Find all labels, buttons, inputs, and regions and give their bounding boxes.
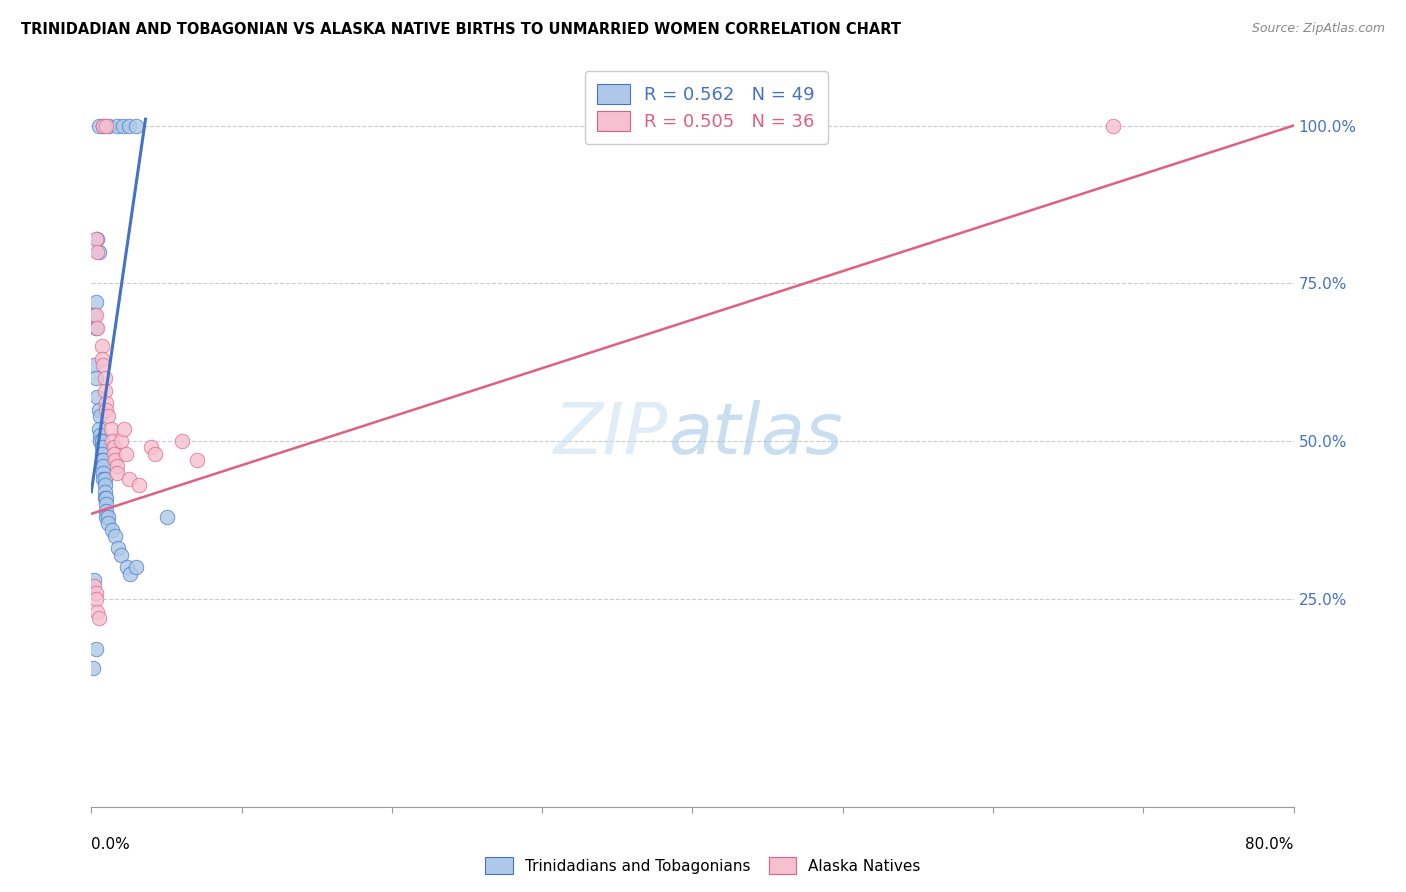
Point [143,447,166,461]
Legend: Trinidadians and Tobagonians, Alaska Natives: Trinidadians and Tobagonians, Alaska Nat… [479,851,927,880]
Text: TRINIDADIAN AND TOBAGONIAN VS ALASKA NATIVE BIRTHS TO UNMARRIED WOMEN CORRELATIO: TRINIDADIAN AND TOBAGONIAN VS ALASKA NAT… [21,22,901,37]
Point [94,484,117,499]
Point [117,560,139,574]
Point [90,339,112,353]
Point [93,459,115,474]
Point [170,434,193,449]
Point [128,478,150,492]
Point [87,421,110,435]
Legend: R = 0.562   N = 49, R = 0.505   N = 36: R = 0.562 N = 49, R = 0.505 N = 36 [585,71,828,144]
Point [84,585,107,599]
Point [83,579,105,593]
Text: 0.0%: 0.0% [91,838,131,852]
Point [94,384,117,398]
Point [141,441,163,455]
Point [110,434,132,449]
Point [101,434,124,449]
Point [97,516,120,531]
Point [84,295,107,310]
Point [125,119,148,133]
Point [86,605,108,619]
Point [96,509,118,524]
Point [96,491,118,505]
Point [84,320,107,334]
Point [104,529,127,543]
Point [94,478,117,492]
Point [89,409,111,423]
Point [118,119,141,133]
Point [101,523,124,537]
Point [90,441,112,455]
Point [100,421,122,435]
Point [84,642,107,657]
Point [114,421,136,435]
Point [1102,119,1125,133]
Point [186,453,208,467]
Point [84,371,107,385]
Point [86,232,108,246]
Point [86,390,108,404]
Point [93,466,115,480]
Point [90,453,112,467]
Point [125,560,148,574]
Point [105,119,128,133]
Point [93,472,115,486]
Point [96,402,118,417]
Point [104,453,127,467]
Point [87,119,110,133]
Point [93,453,115,467]
Point [90,447,112,461]
Point [115,447,138,461]
Point [94,371,117,385]
Point [90,352,112,367]
Point [96,119,118,133]
Point [107,541,129,556]
Point [93,119,115,133]
Point [89,434,111,449]
Point [82,661,104,675]
Point [90,434,112,449]
Text: atlas: atlas [668,401,844,469]
Point [97,409,120,423]
Point [87,244,110,259]
Point [86,320,108,334]
Point [84,232,107,246]
Point [93,359,115,373]
Text: ZIP: ZIP [554,401,668,469]
Text: 80.0%: 80.0% [1246,838,1294,852]
Point [97,509,120,524]
Point [83,573,105,587]
Point [120,566,142,581]
Point [83,308,105,322]
Text: Source: ZipAtlas.com: Source: ZipAtlas.com [1251,22,1385,36]
Point [96,503,118,517]
Point [87,611,110,625]
Point [89,428,111,442]
Point [98,119,121,133]
Point [155,509,177,524]
Point [105,459,128,474]
Point [87,402,110,417]
Point [96,497,118,511]
Point [86,244,108,259]
Point [111,119,134,133]
Point [93,119,115,133]
Point [94,472,117,486]
Point [103,441,125,455]
Point [96,396,118,410]
Point [84,308,107,322]
Point [84,591,107,606]
Point [105,466,128,480]
Point [103,447,125,461]
Point [118,472,141,486]
Point [94,491,117,505]
Point [110,548,132,562]
Point [83,359,105,373]
